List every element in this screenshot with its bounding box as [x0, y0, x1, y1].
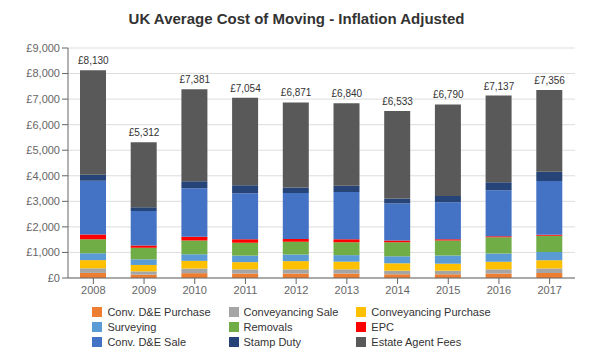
svg-text:2013: 2013	[335, 284, 359, 296]
svg-text:2014: 2014	[385, 284, 409, 296]
svg-text:£2,000: £2,000	[26, 221, 60, 233]
svg-text:£9,000: £9,000	[26, 42, 60, 54]
svg-text:£8,130: £8,130	[78, 55, 109, 66]
svg-text:2009: 2009	[132, 284, 156, 296]
svg-text:2017: 2017	[537, 284, 561, 296]
svg-text:£7,356: £7,356	[534, 75, 565, 86]
html-text:Removals: Removals	[243, 321, 293, 333]
svg-text:£7,000: £7,000	[26, 93, 60, 105]
html-text:Conv. D&E Sale: Conv. D&E Sale	[107, 336, 187, 348]
svg-text:2010: 2010	[183, 284, 207, 296]
svg-text:2011: 2011	[234, 284, 258, 296]
svg-text:£8,000: £8,000	[26, 67, 60, 79]
svg-text:£0: £0	[48, 272, 60, 284]
svg-text:£5,312: £5,312	[129, 127, 160, 138]
svg-text:£1,000: £1,000	[26, 246, 60, 258]
svg-text:2012: 2012	[284, 284, 308, 296]
svg-text:2016: 2016	[487, 284, 511, 296]
svg-text:£7,137: £7,137	[484, 81, 515, 92]
svg-text:2008: 2008	[81, 284, 105, 296]
html-text:EPC: EPC	[371, 321, 394, 333]
html-text:Stamp Duty: Stamp Duty	[243, 336, 301, 348]
svg-text:£7,381: £7,381	[179, 74, 210, 85]
svg-text:£6,871: £6,871	[281, 87, 312, 98]
html-text:Conv. D&E Purchase: Conv. D&E Purchase	[107, 306, 211, 318]
svg-text:2015: 2015	[436, 284, 460, 296]
svg-text:£4,000: £4,000	[26, 170, 60, 182]
html-text:Conveyancing Purchase: Conveyancing Purchase	[371, 306, 491, 318]
svg-text:£6,840: £6,840	[332, 88, 363, 99]
html-text:Estate Agent Fees: Estate Agent Fees	[371, 336, 462, 348]
svg-text:£6,533: £6,533	[382, 96, 413, 107]
svg-text:£7,054: £7,054	[230, 83, 261, 94]
html-text:Surveying: Surveying	[107, 321, 157, 333]
svg-text:£6,000: £6,000	[26, 119, 60, 131]
svg-text:£5,000: £5,000	[26, 144, 60, 156]
svg-text:£3,000: £3,000	[26, 195, 60, 207]
html-text:Conveyancing Sale: Conveyancing Sale	[243, 306, 339, 318]
svg-text:£6,790: £6,790	[433, 89, 464, 100]
html-text:UK Average Cost of Moving - In: UK Average Cost of Moving - Inflation Ad…	[128, 10, 465, 27]
